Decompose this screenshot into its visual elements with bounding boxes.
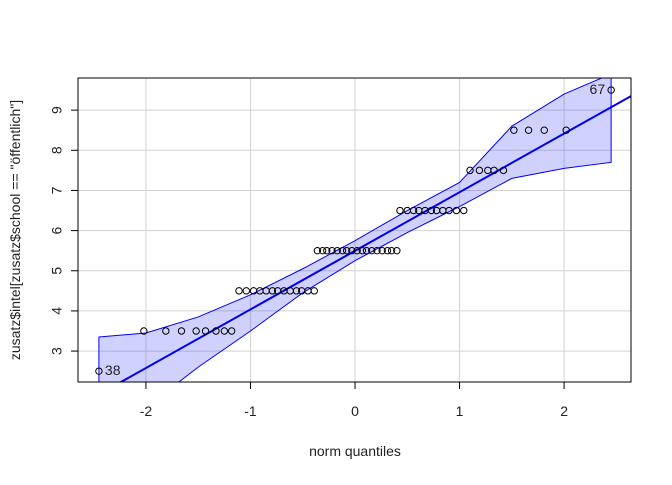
point	[466, 166, 474, 175]
point	[201, 327, 210, 335]
point	[318, 246, 327, 255]
point	[227, 327, 236, 335]
point	[540, 126, 548, 134]
point	[162, 327, 170, 335]
point	[362, 246, 371, 255]
point	[292, 287, 301, 295]
point	[452, 206, 461, 215]
point	[393, 246, 401, 255]
point	[460, 206, 468, 215]
x-tick-label: -2	[140, 403, 153, 419]
point-label: 67	[590, 81, 606, 97]
point	[427, 206, 436, 215]
plot-frame	[77, 77, 632, 383]
point	[333, 246, 341, 255]
y-tick-label: 8	[49, 146, 65, 154]
y-tick-label: 9	[49, 106, 65, 114]
plot-area	[78, 78, 631, 382]
point	[510, 126, 518, 134]
y-tick-label: 6	[49, 227, 65, 235]
x-tick-label: 0	[351, 403, 359, 419]
point	[220, 327, 229, 335]
y-tick-label: 5	[49, 267, 65, 275]
point	[140, 327, 148, 335]
y-tick-label: 7	[49, 186, 65, 194]
point	[445, 206, 453, 215]
point	[562, 126, 570, 134]
point	[192, 327, 200, 335]
y-tick-label: 3	[49, 347, 65, 355]
point	[313, 246, 322, 255]
point	[373, 246, 381, 255]
x-axis-label: norm quantiles	[309, 443, 401, 459]
point	[348, 246, 356, 255]
point	[242, 287, 251, 295]
point-label: 38	[105, 362, 121, 378]
x-tick-label: -1	[244, 403, 257, 419]
point	[607, 86, 615, 94]
point	[409, 206, 418, 215]
point	[328, 246, 336, 255]
confidence-band	[98, 78, 612, 382]
x-tick-label: 1	[456, 403, 464, 419]
point	[358, 246, 367, 255]
point	[235, 287, 243, 295]
point	[383, 246, 392, 255]
point	[490, 166, 498, 175]
point	[342, 246, 351, 255]
point	[378, 246, 386, 255]
point	[475, 166, 484, 175]
point	[368, 246, 376, 255]
y-axis-label: zusatz$intel[zusatz$school == "öffentlic…	[7, 100, 23, 360]
point	[338, 246, 347, 255]
point	[353, 246, 361, 255]
point	[396, 206, 404, 215]
point	[387, 246, 396, 255]
point	[323, 246, 331, 255]
point	[268, 287, 277, 295]
fit-line	[118, 95, 631, 382]
point	[499, 166, 508, 175]
x-tick-label: 2	[560, 403, 568, 419]
point	[95, 367, 103, 375]
point	[212, 327, 220, 335]
point	[177, 327, 186, 335]
point	[524, 126, 533, 134]
point	[310, 287, 318, 295]
y-tick-label: 4	[49, 307, 65, 315]
